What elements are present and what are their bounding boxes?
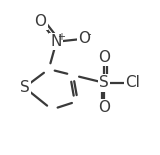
Text: S: S [20, 80, 29, 95]
Text: N: N [51, 34, 62, 49]
Text: Cl: Cl [125, 75, 140, 90]
Text: O: O [34, 14, 46, 29]
Text: O: O [98, 100, 110, 115]
Text: S: S [100, 75, 109, 90]
Text: O: O [79, 31, 91, 46]
Text: O: O [98, 50, 110, 65]
Text: +: + [57, 32, 65, 42]
Text: -: - [87, 29, 91, 39]
